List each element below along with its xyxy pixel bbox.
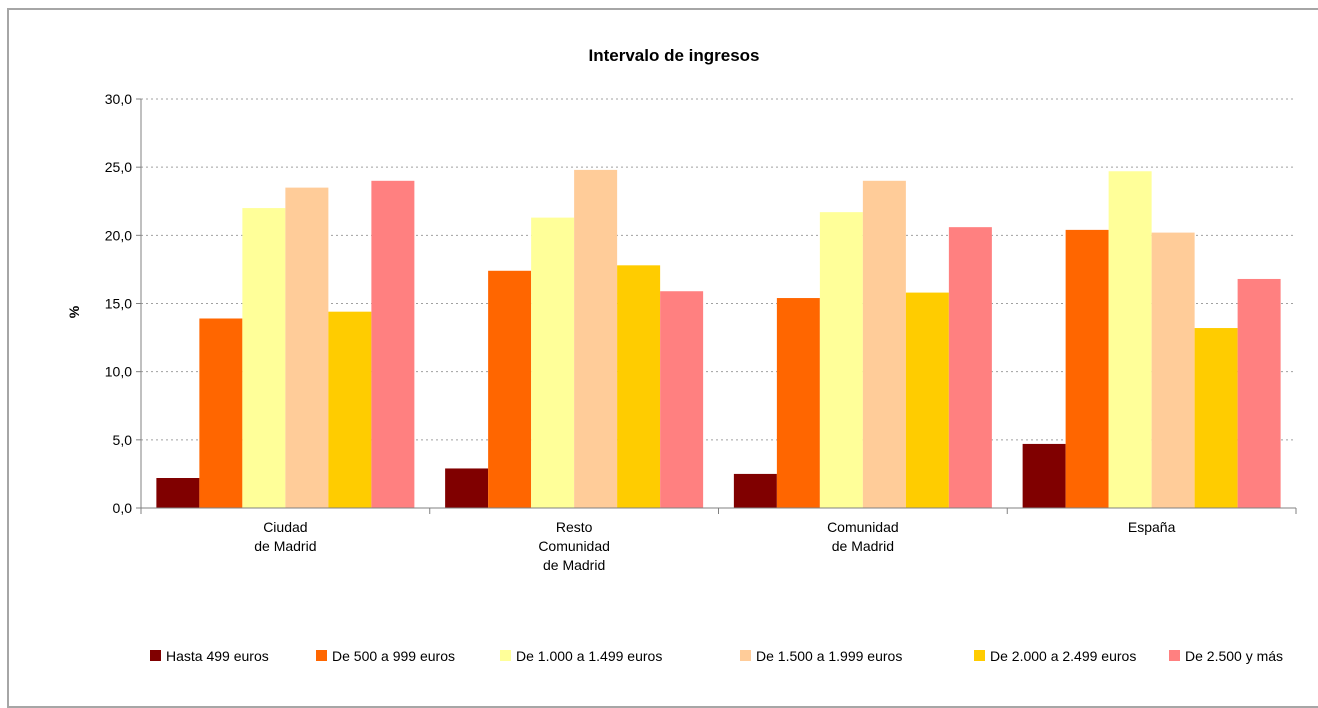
bar: [905, 292, 949, 508]
bar: [445, 468, 489, 508]
x-tick-label: Comunidad de Madrid: [827, 519, 899, 554]
chart-title: Intervalo de ingresos: [589, 46, 760, 65]
legend-label: Hasta 499 euros: [166, 648, 269, 664]
bar: [199, 318, 243, 508]
x-tick-label-line: Comunidad: [538, 538, 610, 554]
y-axis-label: %: [66, 305, 82, 318]
bar: [1108, 171, 1152, 509]
bar: [488, 270, 532, 508]
legend-swatch: [316, 650, 327, 661]
legend-swatch: [150, 650, 161, 661]
bar: [328, 311, 372, 508]
bar: [617, 265, 661, 508]
legend-swatch: [974, 650, 985, 661]
y-tick-label: 0,0: [113, 500, 133, 516]
bar: [531, 217, 575, 509]
x-tick-label-line: Comunidad: [827, 519, 899, 535]
x-tick-label-line: Ciudad: [263, 519, 307, 535]
legend-label: De 1.500 a 1.999 euros: [756, 648, 902, 664]
legend-label: De 500 a 999 euros: [332, 648, 455, 664]
bar-chart: Intervalo de ingresos 0,0 5,0 10,0 15,0 20,0…: [66, 46, 1297, 664]
x-tick-label: Ciudad de Madrid: [254, 519, 316, 554]
bar: [285, 187, 329, 508]
x-tick-label-line: de Madrid: [832, 538, 894, 554]
bar: [660, 291, 704, 508]
bar: [156, 478, 200, 508]
legend-swatch: [500, 650, 511, 661]
legend-swatch: [1169, 650, 1180, 661]
bars: [156, 169, 1281, 509]
x-tick-label: España: [1128, 519, 1176, 535]
y-tick-label: 5,0: [113, 432, 133, 448]
bar: [948, 227, 992, 509]
x-tick-label: Resto Comunidad de Madrid: [538, 519, 610, 573]
bar: [1065, 229, 1109, 508]
bar: [1022, 443, 1066, 508]
bar: [819, 212, 863, 508]
y-tick-label: 15,0: [105, 296, 132, 312]
bar: [1151, 232, 1195, 508]
bar: [242, 208, 286, 509]
y-tick-label: 25,0: [105, 159, 132, 175]
legend: Hasta 499 euros De 500 a 999 euros De 1.00…: [150, 648, 1283, 664]
bar: [776, 298, 820, 508]
bar: [1194, 328, 1238, 508]
bar: [371, 180, 415, 509]
bar: [862, 180, 906, 509]
y-tick-label: 10,0: [105, 364, 132, 380]
bar: [1237, 278, 1281, 508]
y-tick-label: 20,0: [105, 227, 132, 243]
x-tick-label-line: Resto: [556, 519, 593, 535]
legend-swatch: [740, 650, 751, 661]
x-tick-label-line: de Madrid: [543, 557, 605, 573]
legend-label: De 1.000 a 1.499 euros: [516, 648, 662, 664]
y-tick-label: 30,0: [105, 91, 132, 107]
x-tick-label-line: España: [1128, 519, 1176, 535]
legend-label: De 2.500 y más: [1185, 648, 1283, 664]
bar: [733, 473, 777, 508]
chart-frame: Intervalo de ingresos 0,0 5,0 10,0 15,0 20,0…: [7, 8, 1318, 708]
legend-label: De 2.000 a 2.499 euros: [990, 648, 1136, 664]
bar: [574, 169, 618, 509]
axes: 0,0 5,0 10,0 15,0 20,0 25,0 30,0 Ciudad de Madri…: [105, 91, 1297, 573]
x-tick-label-line: de Madrid: [254, 538, 316, 554]
